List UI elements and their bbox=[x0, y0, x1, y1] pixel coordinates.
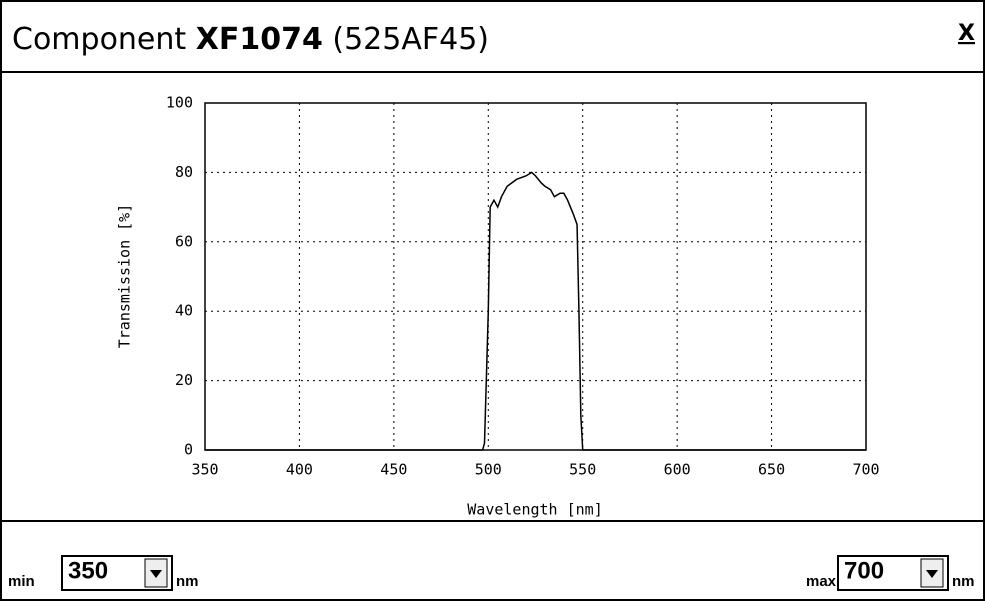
close-button[interactable]: X bbox=[958, 21, 975, 46]
x-tick-label: 700 bbox=[852, 461, 879, 479]
title: Component XF1074 (525AF45) bbox=[12, 22, 489, 57]
y-tick-label: 40 bbox=[175, 302, 193, 320]
x-tick-label: 450 bbox=[380, 461, 407, 479]
x-tick-label: 650 bbox=[758, 461, 785, 479]
max-unit: nm bbox=[952, 573, 975, 590]
y-tick-label: 60 bbox=[175, 232, 193, 250]
dropdown-arrow bbox=[926, 570, 938, 578]
x-axis-label: Wavelength [nm] bbox=[467, 501, 602, 519]
x-tick-label: 500 bbox=[475, 461, 502, 479]
dropdown-arrow bbox=[150, 570, 162, 578]
max-value: 700 bbox=[844, 557, 884, 584]
y-tick-label: 20 bbox=[175, 371, 193, 389]
spectrum-line bbox=[205, 171, 866, 451]
y-tick-label: 100 bbox=[166, 94, 193, 112]
max-label: max bbox=[806, 573, 837, 590]
title-suffix: (525AF45) bbox=[332, 22, 489, 57]
x-tick-label: 600 bbox=[664, 461, 691, 479]
min-unit: nm bbox=[176, 573, 199, 590]
min-value: 350 bbox=[68, 557, 108, 584]
x-tick-label: 550 bbox=[569, 461, 596, 479]
y-axis-label: Transmission [%] bbox=[116, 204, 134, 349]
title-prefix: Component bbox=[12, 22, 186, 57]
min-label: min bbox=[8, 573, 35, 590]
title-code: XF1074 bbox=[196, 22, 323, 57]
x-tick-label: 400 bbox=[286, 461, 313, 479]
y-tick-label: 0 bbox=[184, 441, 193, 459]
y-tick-label: 80 bbox=[175, 163, 193, 181]
x-tick-label: 350 bbox=[191, 461, 218, 479]
plot-frame bbox=[204, 102, 867, 451]
